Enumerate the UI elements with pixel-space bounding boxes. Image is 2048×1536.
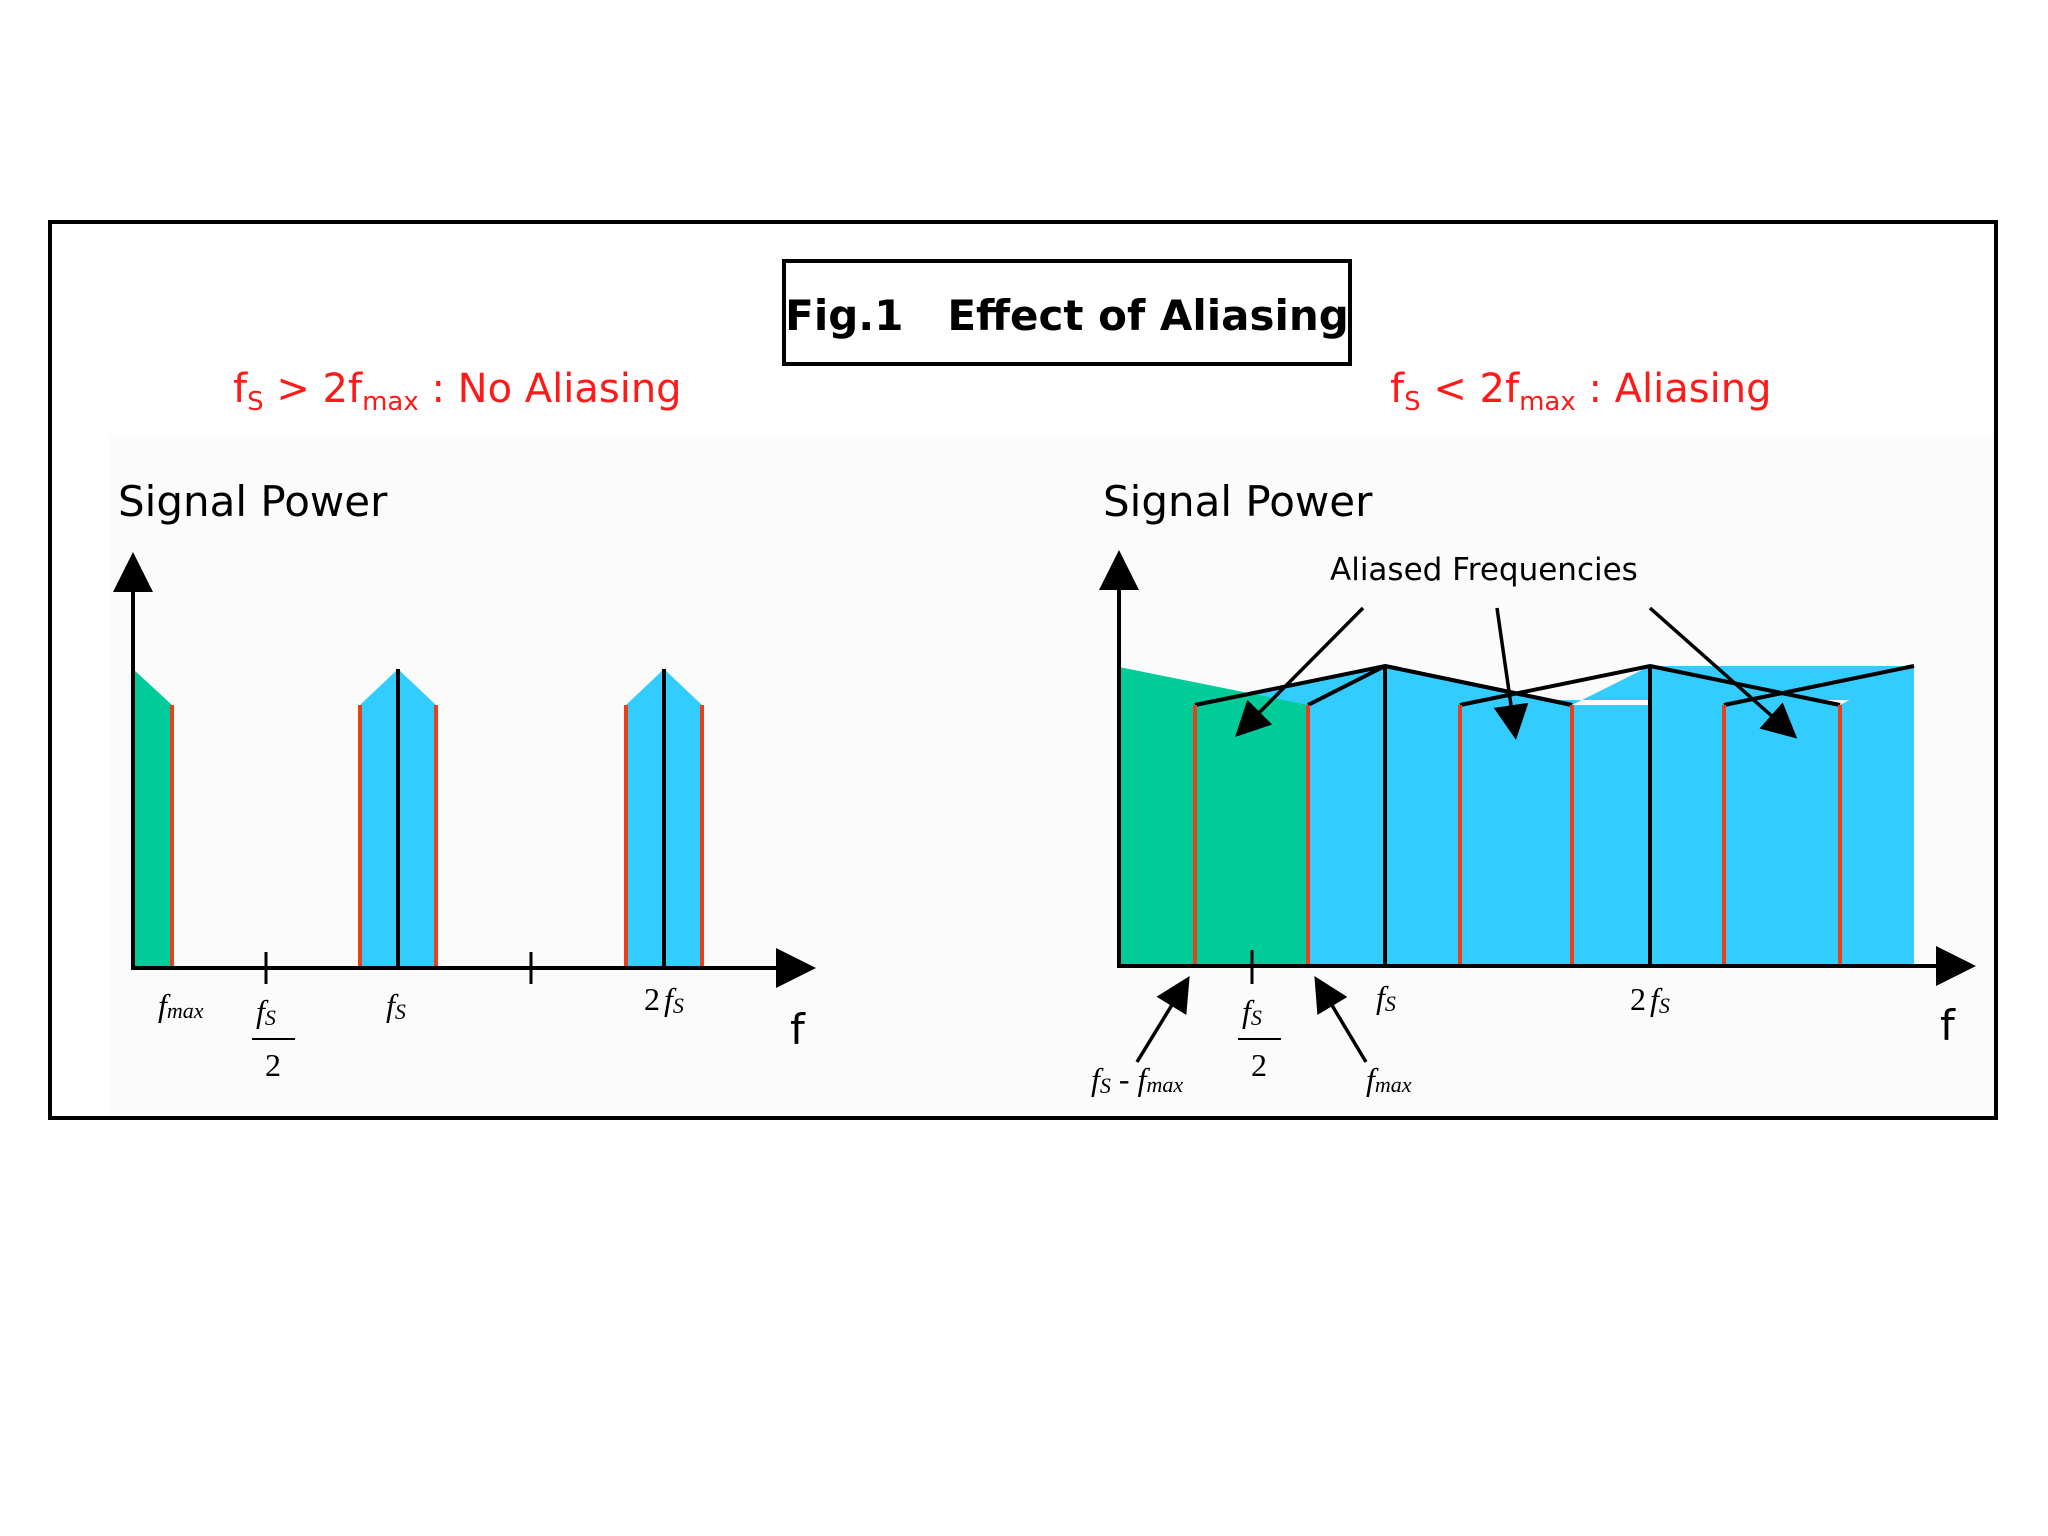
aliased-frequencies-label: Aliased Frequencies (1330, 552, 1638, 588)
right-image-edges (1384, 664, 1573, 707)
left-fmax-label: fmax (158, 987, 204, 1023)
right-image-edges (1723, 664, 1915, 707)
left-baseband-spectrum (133, 669, 172, 968)
left-fs-half-label: fS 2 (252, 993, 295, 1083)
aliased-arrow (1648, 606, 1798, 739)
right-baseband-spectrum (1119, 667, 1308, 966)
right-image-spectra-fill (1195, 666, 1914, 705)
left-y-axis-label: Signal Power (118, 477, 388, 526)
fmax-arrow (1314, 975, 1368, 1063)
right-x-axis-label: f (1940, 1001, 1956, 1050)
right-2fs-label: 2 fS (1630, 981, 1670, 1018)
left-x-axis-label: f (790, 1005, 806, 1054)
left-panel: fS > 2fmax : No Aliasing Signal Power fm… (113, 366, 816, 1083)
fs-minus-fmax-arrow (1135, 976, 1190, 1063)
right-fs-half-label: fS 2 (1238, 993, 1281, 1083)
title-box (782, 259, 1352, 366)
figure-title: Fig.1 Effect of Aliasing (785, 291, 1349, 340)
right-condition: fS < 2fmax : Aliasing (1390, 366, 1771, 417)
svg-text:2: 2 (265, 1047, 281, 1083)
svg-text:2: 2 (1251, 1047, 1267, 1083)
left-condition: fS > 2fmax : No Aliasing (233, 366, 682, 417)
right-image-spectra (1195, 666, 1914, 966)
right-panel: fS < 2fmax : Aliasing Signal Power Alias… (1091, 366, 1976, 1098)
aliased-arrow (1235, 606, 1365, 737)
aliased-arrow (1493, 607, 1529, 740)
right-y-axis-label: Signal Power (1103, 477, 1373, 526)
right-image-edges (1307, 664, 1386, 707)
